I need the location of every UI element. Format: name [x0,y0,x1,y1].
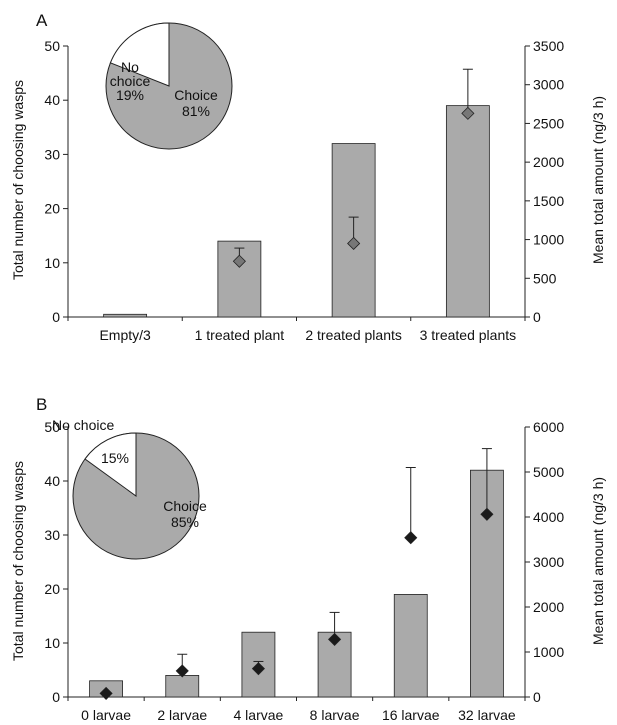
panel-a-left-tick-label: 20 [44,201,60,217]
panel-a-right-tick-label: 0 [533,309,541,325]
panel-b-right-tick-label: 3000 [533,554,564,570]
panel-a-category-label: 3 treated plants [420,327,517,343]
panel-b-letter: B [36,395,47,414]
panel-a-right-tick-label: 1000 [533,232,564,248]
panel-a-right-tick-label: 2500 [533,115,564,131]
panel-b-left-tick-label: 10 [44,635,60,651]
panel-b-right-axis-label: Mean total amount (ng/3 h) [590,477,606,645]
panel-a-point-marker [461,106,475,120]
panel-a-pie-choice-label: Choice [174,87,218,103]
panel-a-right-tick-label: 3000 [533,77,564,93]
panel-a-left-tick-label: 50 [44,38,60,54]
panel-a-point-marker [347,236,361,251]
panel-a-right-tick-label: 2000 [533,154,564,170]
panel-a-left-tick-label: 10 [44,255,60,271]
panel-b-left-axis-label: Total number of choosing wasps [10,461,26,661]
panel-b-category-label: 0 larvae [81,707,131,723]
panel-b-left-tick-label: 50 [44,419,60,435]
panel-a-plot: 010203040500500100015002000250030003500E… [44,38,564,343]
panel-b-pie-no-choice-pct: 15% [101,450,129,466]
panel-a-right-tick-label: 3500 [533,38,564,54]
panel-a-right-tick-label: 1500 [533,193,564,209]
panel-b-point-marker [328,632,342,646]
panel-a-right-tick-label: 500 [533,270,557,286]
panel-a-pie-no-choice-label: No [121,59,139,75]
panel-b-point-marker [175,664,189,678]
panel-b-left-tick-label: 20 [44,581,60,597]
panel-a-point-marker [232,254,246,268]
panel-b-pie-slice-no-choice [84,432,137,497]
panel-b-category-label: 2 larvae [157,707,207,723]
panel-b-right-tick-label: 2000 [533,599,564,615]
panel-b-pie-choice-label: Choice [163,498,207,514]
panel-b-plot: 0 10 20 30 40 50 0 1000 2000 3000 4000 5000 6000 0 la… [44,419,564,723]
panel-b-right-tick-label: 0 [533,689,541,705]
panel-a-pie-slice-no-choice [109,22,170,87]
panel-b-bar [165,675,200,698]
panel-b-point-marker [480,507,494,521]
panel-a-right-axis-label: Mean total amount (ng/3 h) [590,96,606,264]
panel-a-category-label: 2 treated plants [305,327,402,343]
panel-b: B Total number of choosing wasps Mean to… [10,395,606,723]
panel-b-pie-no-choice-label: No choice [52,417,114,433]
panel-b-left-tick-label: 30 [44,527,60,543]
panel-b-point-marker [99,686,113,700]
panel-a-left-tick-label: 40 [44,92,60,108]
panel-b-right-tick-label: 1000 [533,644,564,660]
panel-b-bar [241,631,276,698]
panel-a-pie-no-choice-pct: 19% [116,87,144,103]
panel-a-left-axis-label: Total number of choosing wasps [10,80,26,280]
panel-a-bar [445,105,490,318]
panel-b-point-marker [251,662,265,676]
panel-b-left-tick-label: 0 [52,689,60,705]
panel-b-category-label: 32 larvae [458,707,516,723]
panel-b-right-tick-label: 5000 [533,464,564,480]
panel-b-category-label: 8 larvae [310,707,360,723]
panel-a-pie-choice-pct: 81% [182,103,210,119]
panel-a-left-tick-label: 0 [52,309,60,325]
panel-b-point-marker [404,531,418,545]
panel-b-pie-choice-pct: 85% [171,514,199,530]
panel-a-letter: A [36,11,48,30]
panel-a-category-label: 1 treated plant [195,327,285,343]
panel-b-category-label: 16 larvae [382,707,440,723]
panel-b-category-label: 4 larvae [234,707,284,723]
panel-b-right-tick-label: 6000 [533,419,564,435]
panel-b-bar [393,594,428,698]
panel-a-category-label: Empty/3 [99,327,151,343]
panel-a-left-tick-label: 30 [44,146,60,162]
panel-b-left-tick-label: 40 [44,473,60,489]
panel-a-bar [103,313,148,318]
panel-a: A Total number of choosing wasps Mean to… [10,11,606,343]
panel-b-right-tick-label: 4000 [533,509,564,525]
panel-a-pie-no-choice-label-2: choice [110,73,151,89]
